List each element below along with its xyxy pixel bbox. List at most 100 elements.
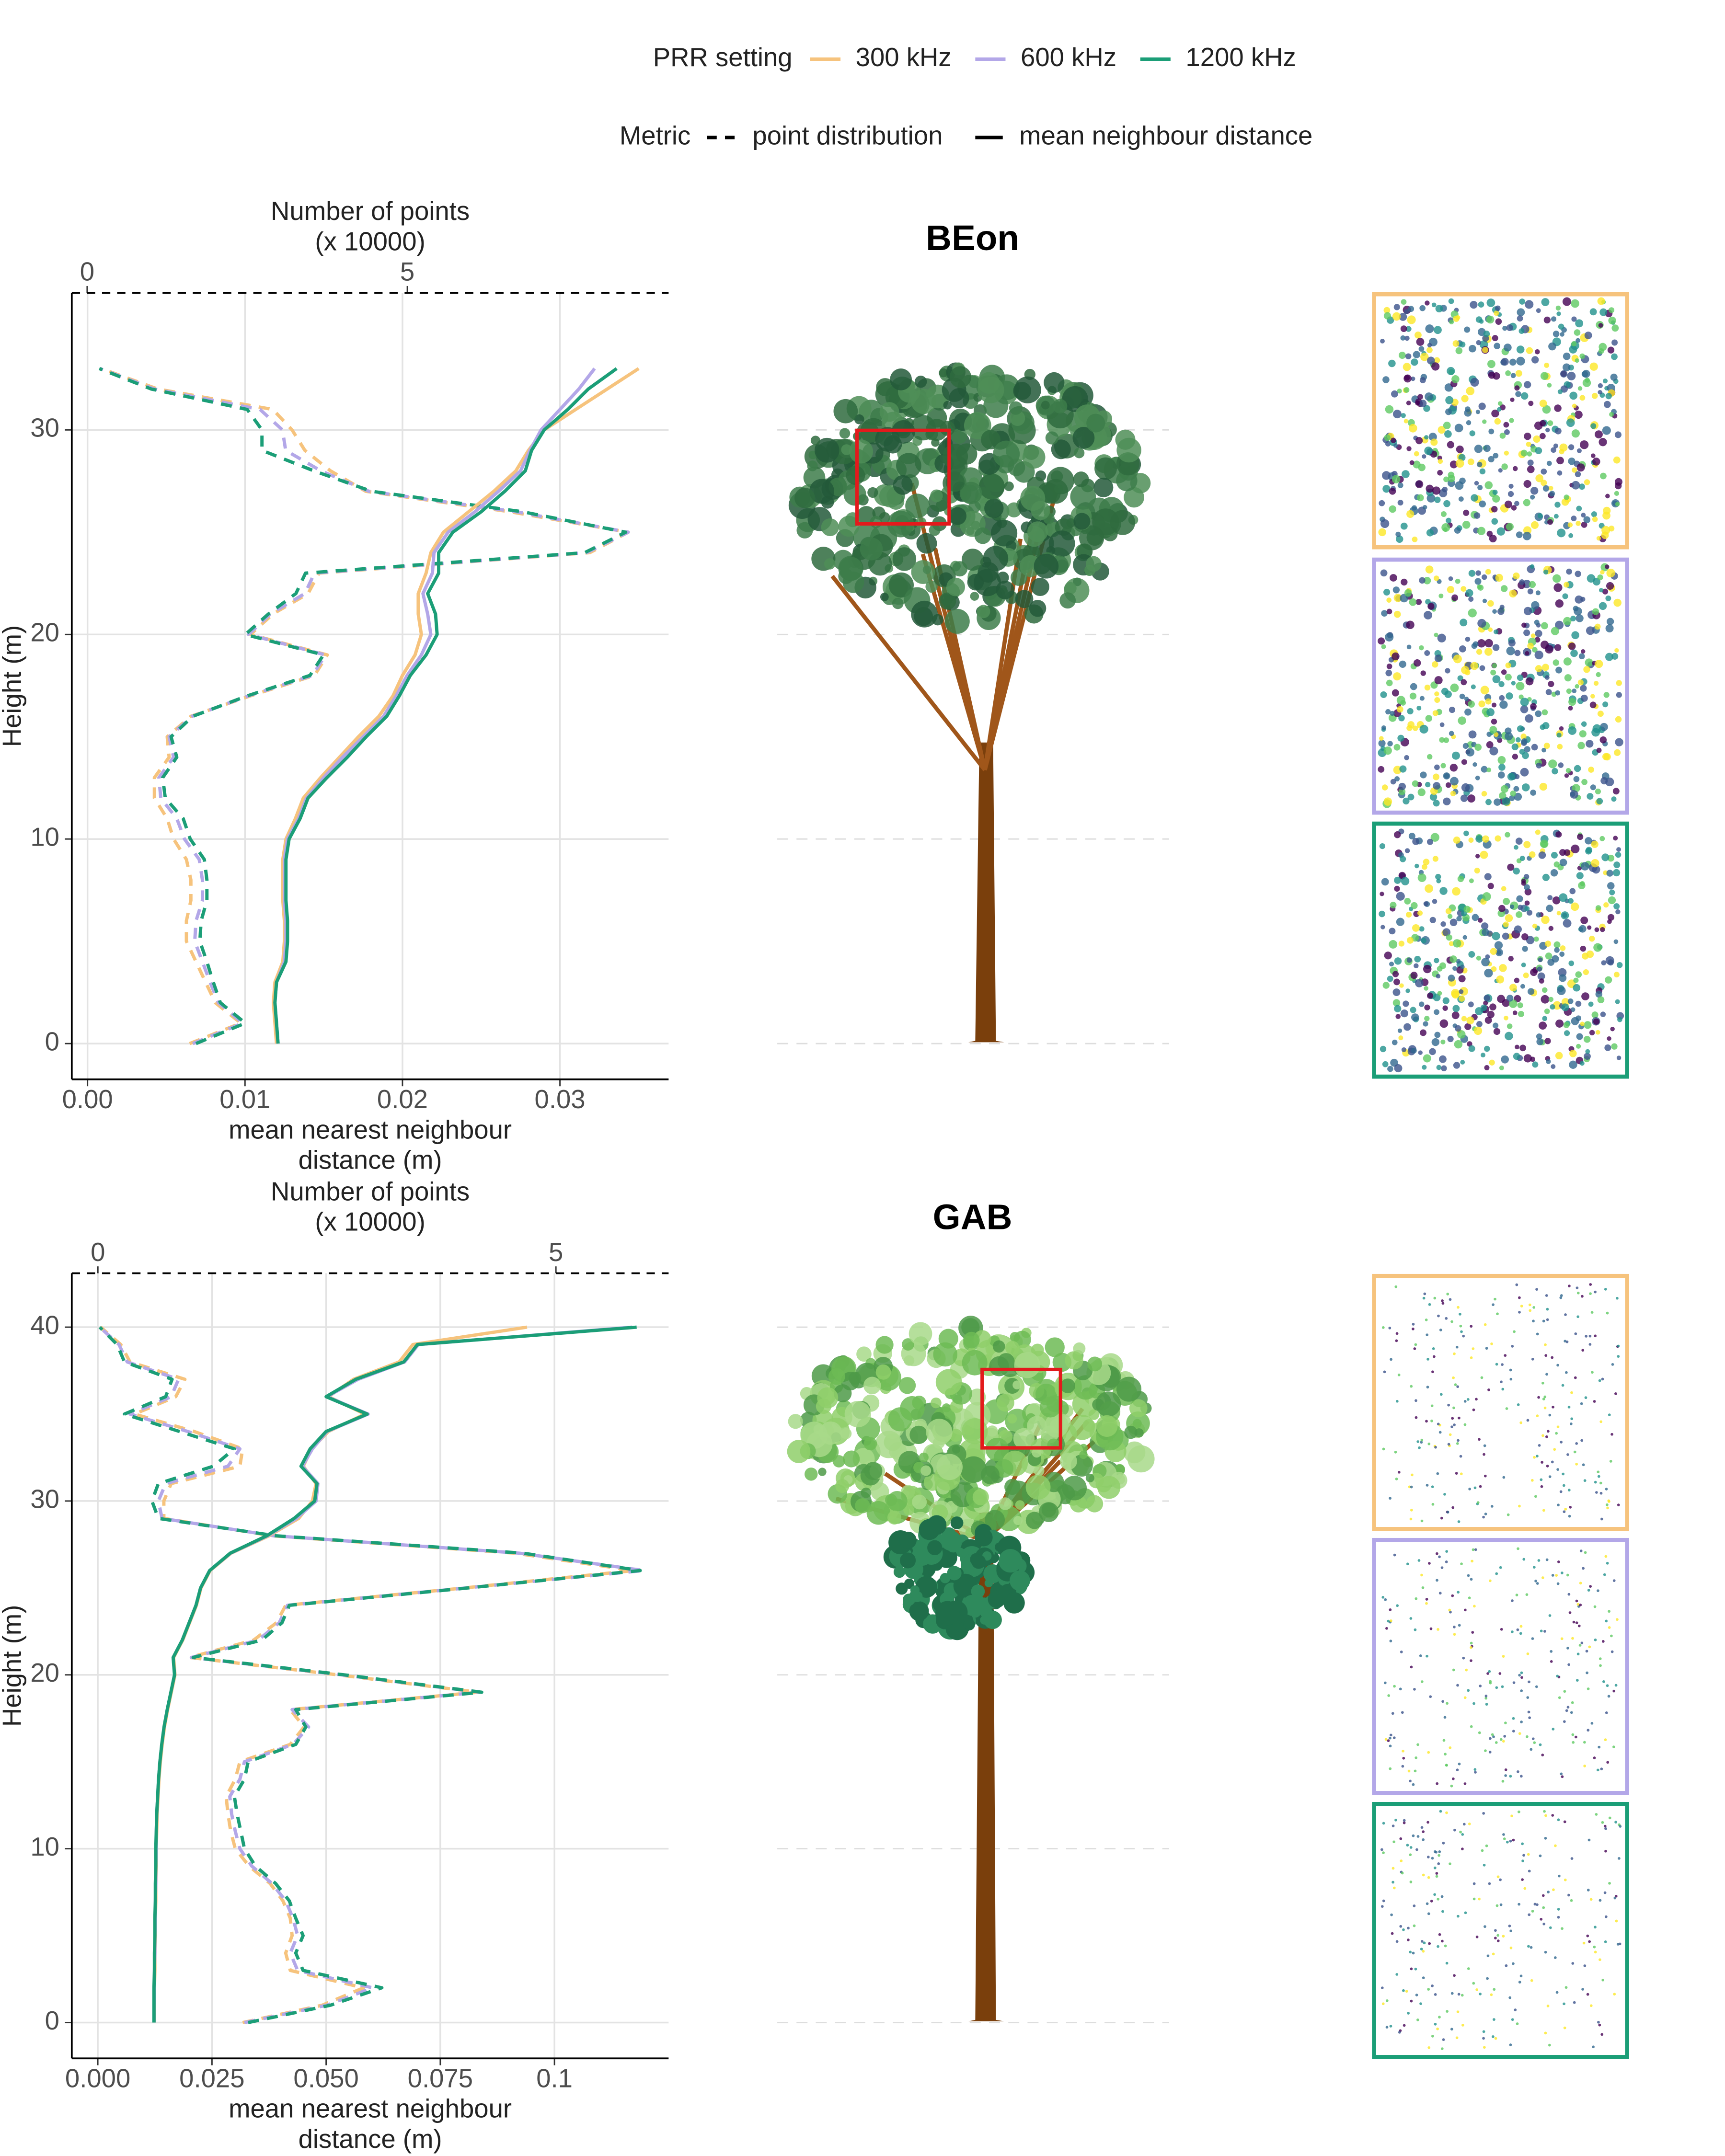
y-tick-label: 10 <box>30 823 59 852</box>
inset-point <box>1580 916 1588 924</box>
foliage <box>821 518 839 537</box>
foliage <box>1045 431 1059 445</box>
inset-point <box>1563 352 1571 360</box>
inset-point <box>1410 1485 1413 1489</box>
inset-point <box>1474 445 1483 453</box>
inset-point <box>1613 903 1620 910</box>
inset-point <box>1480 1376 1484 1379</box>
inset-point <box>1569 1506 1572 1509</box>
inset-point <box>1475 1935 1479 1938</box>
inset-point <box>1478 1731 1481 1734</box>
inset-point <box>1442 1842 1445 1845</box>
inset-point <box>1568 1284 1571 1287</box>
inset-point <box>1454 527 1461 534</box>
inset-point <box>1423 405 1430 412</box>
branch <box>830 574 987 771</box>
foliage <box>824 558 836 570</box>
inset-point <box>1571 316 1577 322</box>
inset-point <box>1581 1349 1585 1352</box>
inset-point <box>1605 493 1610 499</box>
inset-point <box>1409 460 1414 465</box>
inset-point <box>1432 661 1438 668</box>
inset-point <box>1442 1739 1446 1742</box>
inset-point <box>1390 574 1397 582</box>
inset-point <box>1560 370 1568 378</box>
inset-point <box>1430 438 1438 446</box>
inset-point <box>1576 448 1582 453</box>
inset-point <box>1432 710 1438 716</box>
inset-point <box>1415 401 1420 406</box>
inset-point <box>1387 1619 1390 1623</box>
inset-point <box>1597 1589 1599 1592</box>
inset-point <box>1606 618 1614 625</box>
inset-point <box>1523 841 1531 849</box>
inset-point <box>1468 570 1476 577</box>
inset-point <box>1580 685 1587 692</box>
inset-point <box>1567 1663 1570 1666</box>
inset-point <box>1480 1004 1487 1011</box>
inset-point <box>1532 1566 1536 1569</box>
inset-point <box>1557 470 1563 476</box>
inset-point <box>1581 1988 1584 1991</box>
inset-point <box>1411 1013 1419 1021</box>
inset-point <box>1569 1060 1577 1069</box>
inset-point <box>1571 516 1577 521</box>
inset-point <box>1603 1573 1606 1576</box>
inset-point <box>1439 722 1445 727</box>
inset-point <box>1423 964 1432 974</box>
inset-point <box>1606 568 1615 578</box>
inset-point <box>1599 736 1607 744</box>
inset-point <box>1517 308 1525 317</box>
inset-point <box>1475 570 1481 576</box>
inset-point <box>1501 1363 1504 1366</box>
inset-point <box>1472 1882 1476 1885</box>
inset-point <box>1441 1910 1444 1913</box>
inset-point <box>1440 1516 1443 1520</box>
inset-point <box>1418 463 1426 471</box>
inset-point <box>1613 456 1621 464</box>
foliage <box>971 1584 985 1598</box>
foliage <box>1096 1415 1118 1437</box>
inset-point <box>1615 1919 1618 1923</box>
legend-title: PRR setting <box>653 43 793 72</box>
inset-point <box>1475 835 1483 843</box>
inset-point <box>1536 1332 1539 1336</box>
foliage <box>1073 471 1089 487</box>
inset-point <box>1409 1846 1413 1849</box>
inset-point <box>1587 1589 1590 1592</box>
inset-point <box>1476 955 1482 961</box>
inset-point <box>1514 2008 1517 2011</box>
inset-point <box>1438 1850 1441 1853</box>
inset-point <box>1554 502 1561 508</box>
inset-point <box>1500 585 1508 592</box>
inset-point <box>1552 768 1558 775</box>
inset-point <box>1544 1008 1550 1014</box>
inset-point <box>1536 1903 1539 1906</box>
inset-point <box>1517 1547 1519 1550</box>
inset-point <box>1421 938 1427 944</box>
inset-point <box>1607 882 1615 890</box>
inset-point <box>1382 471 1391 480</box>
inset-point <box>1580 881 1585 886</box>
inset-point <box>1527 459 1534 466</box>
inset-point <box>1425 1602 1428 1605</box>
inset-point <box>1378 637 1385 645</box>
inset-point <box>1576 1286 1579 1289</box>
inset-point <box>1437 1897 1440 1901</box>
inset-point <box>1606 870 1613 877</box>
inset-point <box>1406 644 1412 650</box>
inset-point <box>1398 782 1406 791</box>
inset-point <box>1571 1733 1575 1736</box>
inset-point <box>1439 1329 1442 1331</box>
foliage <box>919 1452 929 1462</box>
inset-point <box>1445 1317 1448 1320</box>
inset-point <box>1594 1480 1597 1484</box>
inset-point <box>1507 491 1514 497</box>
foliage <box>936 1454 963 1480</box>
inset-point <box>1489 1681 1492 1685</box>
inset-point <box>1603 506 1611 515</box>
inset-point <box>1571 1637 1574 1640</box>
inset-point <box>1527 451 1532 457</box>
inset-point <box>1568 1514 1571 1518</box>
